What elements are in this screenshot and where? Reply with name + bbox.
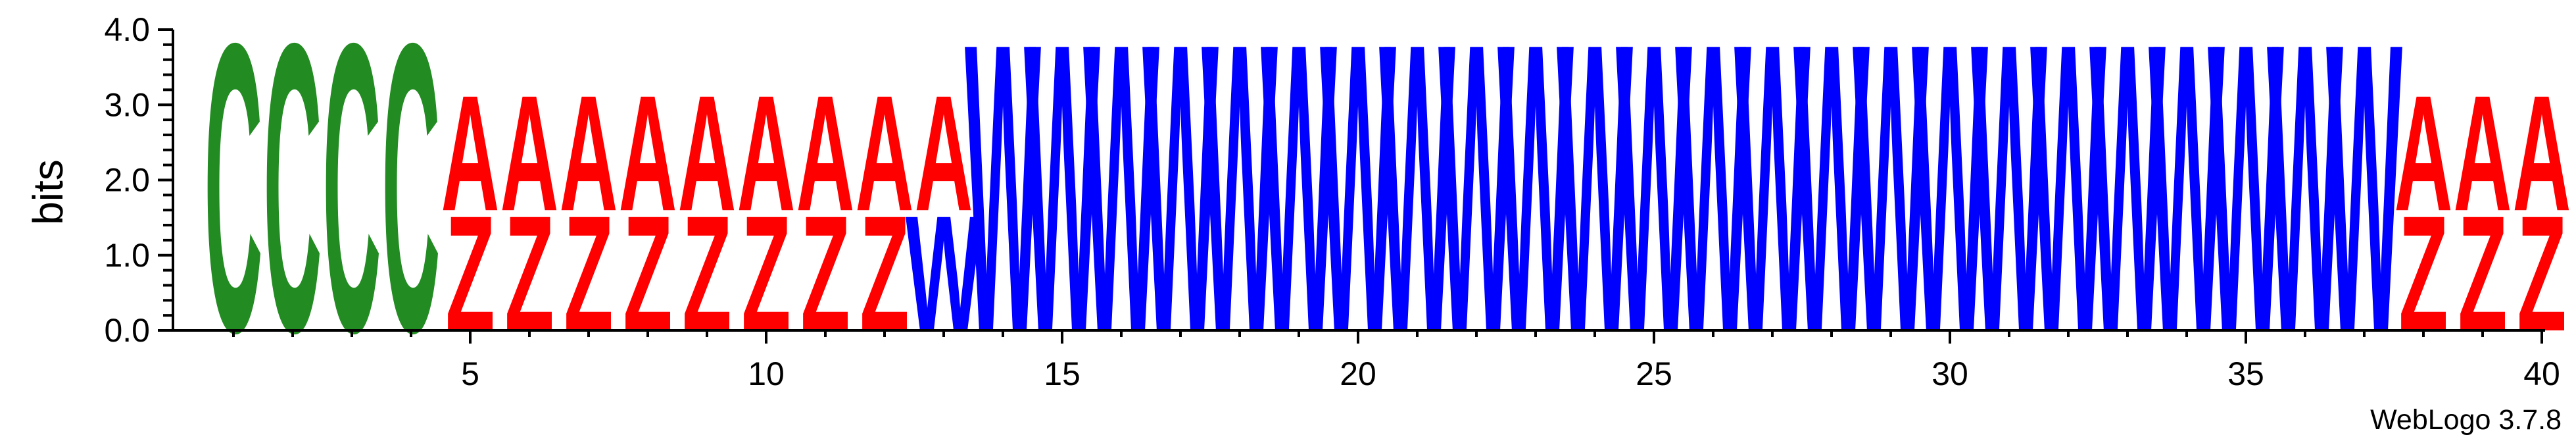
logo-letter-w: W [1557,0,1634,418]
logo-letter-w: W [1083,0,1160,418]
logo-letter-w: W [2149,0,2225,418]
logo-letter-a: A [441,61,500,245]
logo-letter-a: A [856,61,914,245]
logo-letter-w: W [1202,0,1278,418]
logo-letter-a: A [2513,61,2571,245]
y-tick-label: 1.0 [104,237,150,274]
logo-glyphs: C C C C ZAZAZAZAZAZAZAZAWAWWWWWWWWWWWWWWWWWW… [205,0,2571,418]
logo-letter-a: A [915,61,973,245]
logo-letter-c: C [323,0,381,418]
x-ticks: 5 10 15 20 25 30 35 40 [232,330,2560,392]
x-tick-label: 5 [461,355,479,392]
logo-letter-w: W [2326,0,2403,418]
y-tick-label: 0.0 [104,312,150,349]
logo-letter-c: C [264,0,322,418]
logo-letter-w: W [1497,0,1574,418]
x-tick-label: 20 [1340,355,1376,392]
logo-letter-w: W [2089,0,2166,418]
logo-letter-w: W [1024,0,1101,418]
y-tick-label: 3.0 [104,86,150,123]
logo-letter-w: W [1734,0,1811,418]
logo-letter-w: W [1320,0,1397,418]
y-tick-label: 2.0 [104,162,150,199]
logo-letter-w: W [2030,0,2107,418]
x-tick-label: 40 [2523,355,2560,392]
logo-letter-c: C [382,0,441,418]
x-tick-label: 25 [1636,355,1672,392]
logo-letter-w: W [1675,0,1752,418]
logo-letter-a: A [678,61,737,245]
logo-letter-w: W [2208,0,2285,418]
logo-letter-w: W [1853,0,1930,418]
logo-letter-c: C [205,0,263,418]
logo-letter-w: W [2267,0,2344,418]
logo-letter-w: W [1379,0,1456,418]
logo-letter-a: A [2394,61,2453,245]
weblogo-credit: WebLogo 3.7.8 [2370,404,2562,436]
logo-letter-w: W [965,0,1042,418]
logo-letter-a: A [560,61,618,245]
logo-letter-a: A [619,61,677,245]
x-tick-label: 15 [1044,355,1081,392]
y-tick-label: 4.0 [104,11,150,48]
logo-letter-w: W [1438,0,1515,418]
logo-letter-w: W [1616,0,1693,418]
logo-letter-a: A [737,61,796,245]
logo-letter-w: W [1793,0,1870,418]
x-tick-label: 30 [1932,355,1968,392]
y-ticks: 0.0 1.0 2.0 3.0 4.0 [104,11,173,349]
logo-letter-a: A [500,61,559,245]
x-tick-label: 35 [2227,355,2264,392]
logo-letter-w: W [1971,0,2048,418]
logo-letter-w: W [1261,0,1338,418]
x-tick-label: 10 [748,355,785,392]
logo-letter-w: W [1142,0,1219,418]
logo-letter-w: W [1912,0,1989,418]
y-axis-label: bits [24,159,72,225]
logo-letter-a: A [2454,61,2512,245]
logo-letter-a: A [796,61,855,245]
